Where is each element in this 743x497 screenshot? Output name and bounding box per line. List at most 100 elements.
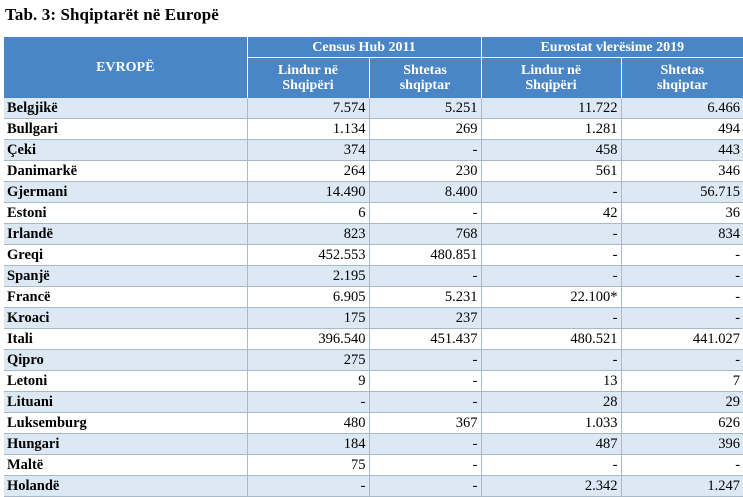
value-cell: 451.437 bbox=[369, 328, 482, 350]
value-cell: 184 bbox=[247, 433, 370, 455]
table-row: Itali 396.540 451.437 480.521 441.027 bbox=[4, 328, 743, 350]
value-cell: 396 bbox=[621, 433, 743, 455]
value-cell: 1.033 bbox=[481, 412, 622, 434]
value-cell: 626 bbox=[621, 412, 743, 434]
country-cell: Holandë bbox=[4, 475, 248, 497]
value-cell: - bbox=[481, 349, 622, 371]
eurostat-born-in-albania-header: Lindur në Shqipëri bbox=[481, 57, 622, 98]
value-cell: 367 bbox=[369, 412, 482, 434]
value-cell: 441.027 bbox=[621, 328, 743, 350]
value-cell: - bbox=[369, 475, 482, 497]
table-row: Kroaci 175 237- - bbox=[4, 307, 743, 329]
value-cell: - bbox=[621, 244, 743, 266]
country-cell: Lituani bbox=[4, 391, 248, 413]
value-cell: - bbox=[621, 286, 743, 308]
value-cell: 480 bbox=[247, 412, 370, 434]
table-row: Gjermani 14.490 8.400-56.715 bbox=[4, 181, 743, 203]
value-cell: 269 bbox=[369, 118, 482, 140]
value-cell: - bbox=[369, 139, 482, 161]
value-cell: 13 bbox=[481, 370, 622, 392]
country-cell: Greqi bbox=[4, 244, 248, 266]
value-cell: 374 bbox=[247, 139, 370, 161]
value-cell: - bbox=[369, 454, 482, 476]
value-cell: - bbox=[621, 265, 743, 287]
table-row: Luksemburg 480 367 1.033 626 bbox=[4, 412, 743, 434]
eurostat-2019-header: Eurostat vlerësime 2019 bbox=[481, 37, 743, 58]
census-born-in-albania-header: Lindur në Shqipëri bbox=[247, 57, 370, 98]
value-cell: 561 bbox=[481, 160, 622, 182]
value-cell: 1.281 bbox=[481, 118, 622, 140]
country-cell: Letoni bbox=[4, 370, 248, 392]
value-cell: 175 bbox=[247, 307, 370, 329]
value-cell: 7 bbox=[621, 370, 743, 392]
census-albanian-citizens-header: Shtetas shqiptar bbox=[369, 57, 482, 98]
table-row: Letoni 9-13 7 bbox=[4, 370, 743, 392]
table-row: Holandë - -2.342 1.247 bbox=[4, 475, 743, 497]
value-cell: 487 bbox=[481, 433, 622, 455]
value-cell: 6.466 bbox=[621, 98, 743, 119]
table-row: Bullgari 1.134 269 1.281 494 bbox=[4, 118, 743, 140]
value-cell: 264 bbox=[247, 160, 370, 182]
value-cell: 1.247 bbox=[621, 475, 743, 497]
value-cell: 480.851 bbox=[369, 244, 482, 266]
table-row: Maltë 75- - - bbox=[4, 454, 743, 476]
value-cell: 28 bbox=[481, 391, 622, 413]
value-cell: - bbox=[369, 370, 482, 392]
value-cell: 823 bbox=[247, 223, 370, 245]
country-cell: Çeki bbox=[4, 139, 248, 161]
value-cell: 458 bbox=[481, 139, 622, 161]
value-cell: - bbox=[481, 307, 622, 329]
table-body: Belgjikë 7.574 5.251 11.722 6.466 Bullgari 1.1… bbox=[4, 98, 743, 497]
value-cell: - bbox=[481, 265, 622, 287]
header-line: Shtetas bbox=[403, 63, 447, 78]
value-cell: 9 bbox=[247, 370, 370, 392]
country-cell: Kroaci bbox=[4, 307, 248, 329]
region-header: EVROPË bbox=[4, 37, 248, 98]
value-cell: 346 bbox=[621, 160, 743, 182]
value-cell: 56.715 bbox=[621, 181, 743, 203]
header-line: Shqipëri bbox=[525, 78, 577, 93]
country-cell: Spanjë bbox=[4, 265, 248, 287]
value-cell: 2.195 bbox=[247, 265, 370, 287]
albanians-in-europe-table: EVROPË Census Hub 2011 Eurostat vlerësim… bbox=[4, 37, 743, 497]
value-cell: 42 bbox=[481, 202, 622, 224]
value-cell: 396.540 bbox=[247, 328, 370, 350]
value-cell: 14.490 bbox=[247, 181, 370, 203]
value-cell: 5.231 bbox=[369, 286, 482, 308]
value-cell: 22.100* bbox=[481, 286, 622, 308]
table-row: Danimarkë 264 230 561 346 bbox=[4, 160, 743, 182]
value-cell: - bbox=[481, 244, 622, 266]
value-cell: 8.400 bbox=[369, 181, 482, 203]
value-cell: 230 bbox=[369, 160, 482, 182]
country-cell: Luksemburg bbox=[4, 412, 248, 434]
value-cell: 36 bbox=[621, 202, 743, 224]
value-cell: - bbox=[369, 349, 482, 371]
value-cell: 1.134 bbox=[247, 118, 370, 140]
header-line: Lindur në bbox=[520, 63, 582, 78]
country-cell: Francë bbox=[4, 286, 248, 308]
value-cell: 494 bbox=[621, 118, 743, 140]
value-cell: 75 bbox=[247, 454, 370, 476]
value-cell: 29 bbox=[621, 391, 743, 413]
country-cell: Bullgari bbox=[4, 118, 248, 140]
value-cell: 7.574 bbox=[247, 98, 370, 119]
country-cell: Maltë bbox=[4, 454, 248, 476]
country-cell: Gjermani bbox=[4, 181, 248, 203]
country-cell: Qipro bbox=[4, 349, 248, 371]
value-cell: - bbox=[621, 307, 743, 329]
value-cell: 5.251 bbox=[369, 98, 482, 119]
census-hub-2011-header: Census Hub 2011 bbox=[247, 37, 482, 58]
value-cell: - bbox=[621, 349, 743, 371]
value-cell: - bbox=[369, 391, 482, 413]
value-cell: 2.342 bbox=[481, 475, 622, 497]
table-row: Qipro 275- - - bbox=[4, 349, 743, 371]
table-row: Spanjë 2.195- - - bbox=[4, 265, 743, 287]
value-cell: - bbox=[481, 181, 622, 203]
table-row: Belgjikë 7.574 5.251 11.722 6.466 bbox=[4, 98, 743, 119]
value-cell: - bbox=[481, 454, 622, 476]
value-cell: 480.521 bbox=[481, 328, 622, 350]
country-cell: Itali bbox=[4, 328, 248, 350]
value-cell: 11.722 bbox=[481, 98, 622, 119]
eurostat-albanian-citizens-header: Shtetas shqiptar bbox=[621, 57, 743, 98]
country-cell: Hungari bbox=[4, 433, 248, 455]
